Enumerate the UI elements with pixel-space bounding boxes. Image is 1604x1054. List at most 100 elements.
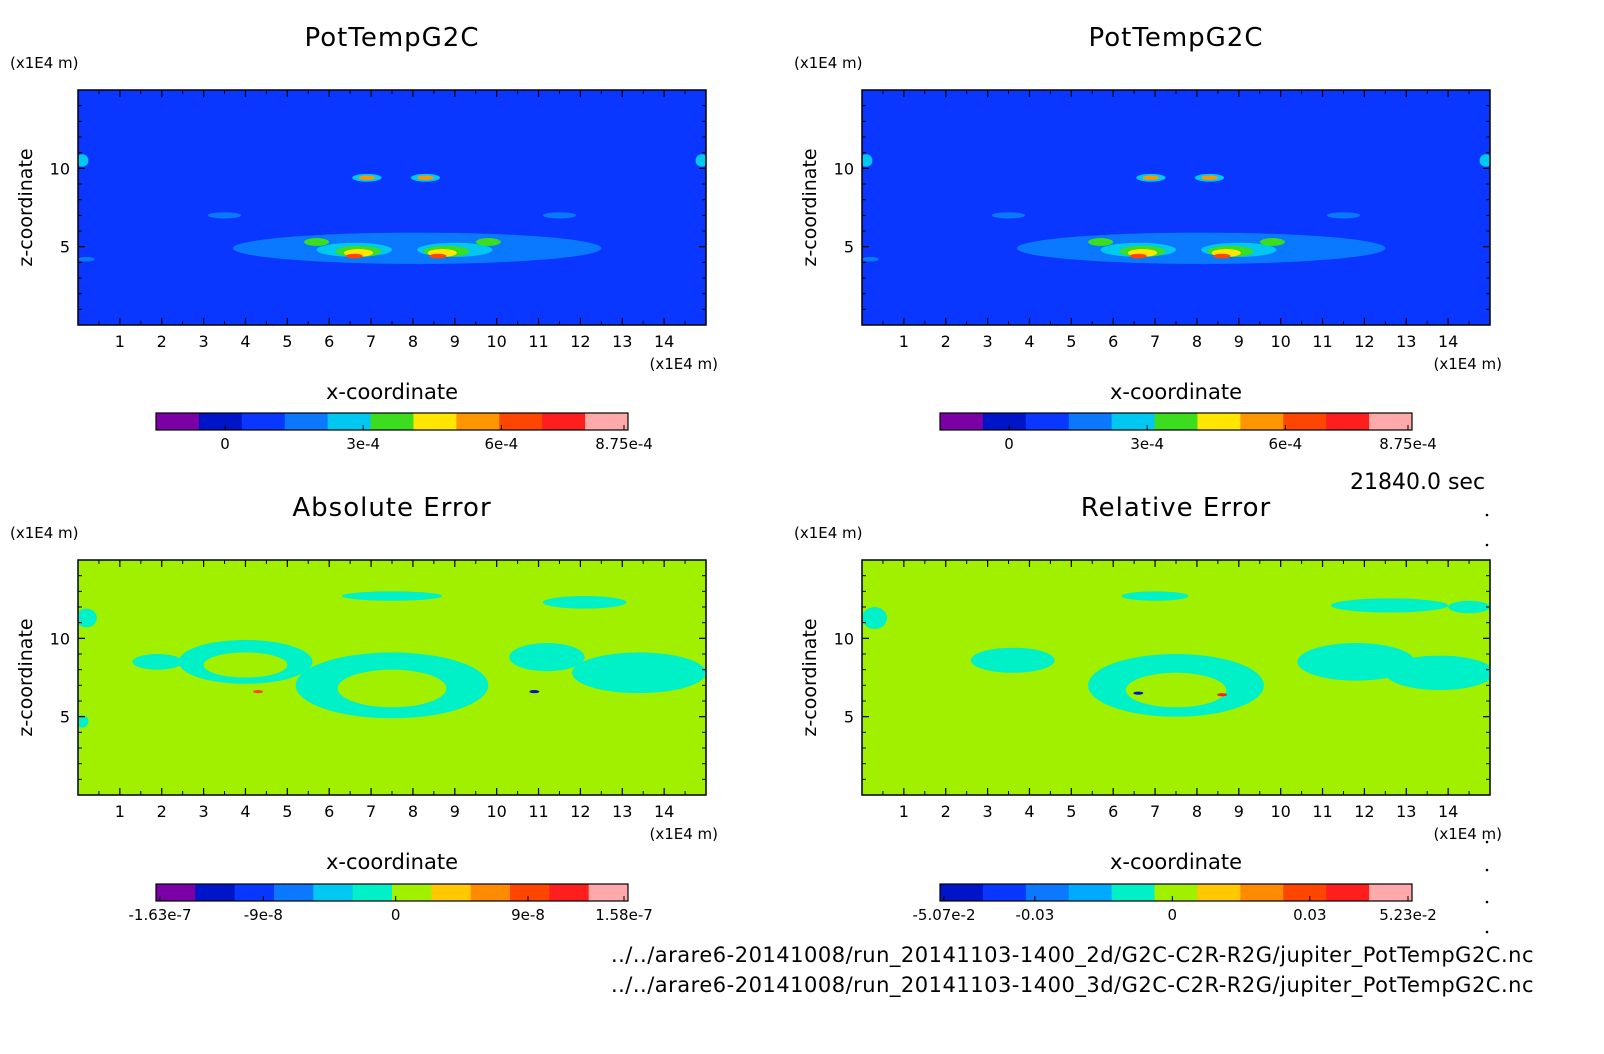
x-tick-label: 5 <box>1066 332 1076 351</box>
colorbar-tick-label: -5.07e-2 <box>913 906 976 924</box>
field-blob <box>203 652 288 678</box>
x-tick-label: 8 <box>1192 802 1202 821</box>
colorbar-swatch <box>352 884 393 901</box>
chart-title: Absolute Error <box>292 493 491 523</box>
colorbar-tick-label: 8.75e-4 <box>595 435 653 453</box>
y-axis-label: z-coordinate <box>15 148 37 266</box>
field-blob <box>1385 655 1490 691</box>
colorbar-swatch <box>1025 413 1070 430</box>
x-tick-label: 3 <box>199 802 209 821</box>
colorbar-swatch <box>542 413 586 430</box>
edge-dot <box>1485 513 1489 517</box>
x-tick-label: 6 <box>324 332 334 351</box>
colorbar-swatch <box>1369 884 1413 901</box>
x-tick-label: 11 <box>528 802 548 821</box>
x-tick-label: 3 <box>199 332 209 351</box>
colorbar-swatch <box>549 884 590 901</box>
colorbar-frame <box>155 883 629 902</box>
panel-1: PotTempG2C(x1E4 m)1 2 3 4 5 6 7 8 9 10 11 12 13 14510… <box>10 23 718 453</box>
colorbar-swatch <box>470 884 511 901</box>
x-tick-label: 13 <box>1396 332 1416 351</box>
x-tick-label: 3 <box>983 802 993 821</box>
field-blob <box>1201 175 1218 180</box>
colorbar-swatch <box>940 413 984 430</box>
field-background <box>862 90 1490 325</box>
colorbar-swatch <box>1025 884 1070 901</box>
x-tick-label: 4 <box>1024 802 1034 821</box>
colorbar-swatch <box>1068 884 1113 901</box>
field-blob <box>78 256 95 262</box>
colorbar-swatch <box>241 413 286 430</box>
x-tick-label: 11 <box>1312 802 1332 821</box>
colorbar-swatch <box>413 413 457 430</box>
colorbar-tick-label: 8.75e-4 <box>1379 435 1437 453</box>
time-label: 21840.0 sec <box>1350 470 1486 495</box>
x-tick-label: 3 <box>983 332 993 351</box>
y-unit-label: (x1E4 m) <box>794 54 863 72</box>
x-axis-label: x-coordinate <box>326 850 458 874</box>
field-blob <box>1016 232 1386 264</box>
chart-title: PotTempG2C <box>305 23 480 53</box>
footer-file-2: ../../arare6-20141008/run_20141103-1400_… <box>610 973 1534 997</box>
y-tick-label: 5 <box>60 708 70 727</box>
x-tick-label: 4 <box>240 332 250 351</box>
field-blob <box>509 643 585 672</box>
field-blob <box>132 654 183 670</box>
x-tick-label: 14 <box>654 332 674 351</box>
x-tick-label: 12 <box>1354 332 1374 351</box>
colorbar-swatch <box>1283 413 1327 430</box>
field-blob <box>345 253 363 259</box>
field-blob <box>529 690 540 694</box>
x-tick-label: 12 <box>570 802 590 821</box>
colorbar-swatch <box>1283 884 1327 901</box>
field-blob <box>695 154 706 167</box>
y-axis-label: z-coordinate <box>799 618 821 736</box>
colorbar-swatch <box>1111 413 1156 430</box>
x-tick-label: 1 <box>899 802 909 821</box>
x-tick-label: 7 <box>1150 332 1160 351</box>
colorbar-tick-label: 9e-8 <box>511 906 545 924</box>
colorbar-swatch <box>1068 413 1113 430</box>
x-tick-label: 4 <box>1024 332 1034 351</box>
x-tick-label: 7 <box>366 802 376 821</box>
panel-4: Relative Error(x1E4 m)1 2 3 4 5 6 7 8 9 10 11 12 13 1… <box>794 493 1502 924</box>
colorbar-swatch <box>940 884 984 901</box>
x-tick-label: 10 <box>486 802 506 821</box>
colorbar-swatch <box>585 413 629 430</box>
x-tick-label: 6 <box>1108 802 1118 821</box>
colorbar-swatch <box>156 884 196 901</box>
y-axis-label: z-coordinate <box>799 148 821 266</box>
colorbar-tick-label: 5.23e-2 <box>1379 906 1437 924</box>
colorbar-swatch <box>392 884 432 901</box>
colorbar-tick-label: 6e-4 <box>484 435 518 453</box>
field-blob <box>542 596 627 609</box>
field-features <box>78 591 706 728</box>
footer-file-1: ../../arare6-20141008/run_20141103-1400_… <box>610 943 1534 967</box>
chart-title: PotTempG2C <box>1089 23 1264 53</box>
colorbar-frame <box>939 412 1413 431</box>
colorbar-swatch <box>274 884 314 901</box>
x-tick-label: 1 <box>899 332 909 351</box>
colorbar-tick-label: -9e-8 <box>244 906 283 924</box>
colorbar-tick-label: 0.03 <box>1293 906 1326 924</box>
field-blob <box>341 591 443 601</box>
y-tick-label: 5 <box>844 238 854 257</box>
x-axis-label: x-coordinate <box>1110 850 1242 874</box>
colorbar-tick-label: 0 <box>1004 435 1014 453</box>
field-blob <box>1326 212 1361 219</box>
colorbar-swatch <box>284 413 329 430</box>
edge-dot <box>1485 930 1489 934</box>
field-blob <box>1448 600 1490 614</box>
colorbar-tick-label: 0 <box>1168 906 1178 924</box>
edge-dot <box>1485 840 1489 844</box>
colorbar-swatch <box>1154 884 1198 901</box>
x-tick-label: 7 <box>1150 802 1160 821</box>
colorbar-tick-label: 1.58e-7 <box>595 906 653 924</box>
field-blob <box>1125 672 1227 708</box>
x-tick-label: 10 <box>1270 802 1290 821</box>
x-tick-label: 12 <box>1354 802 1374 821</box>
colorbar-swatch <box>510 884 550 901</box>
x-tick-label: 8 <box>1192 332 1202 351</box>
y-unit-label: (x1E4 m) <box>794 524 863 542</box>
